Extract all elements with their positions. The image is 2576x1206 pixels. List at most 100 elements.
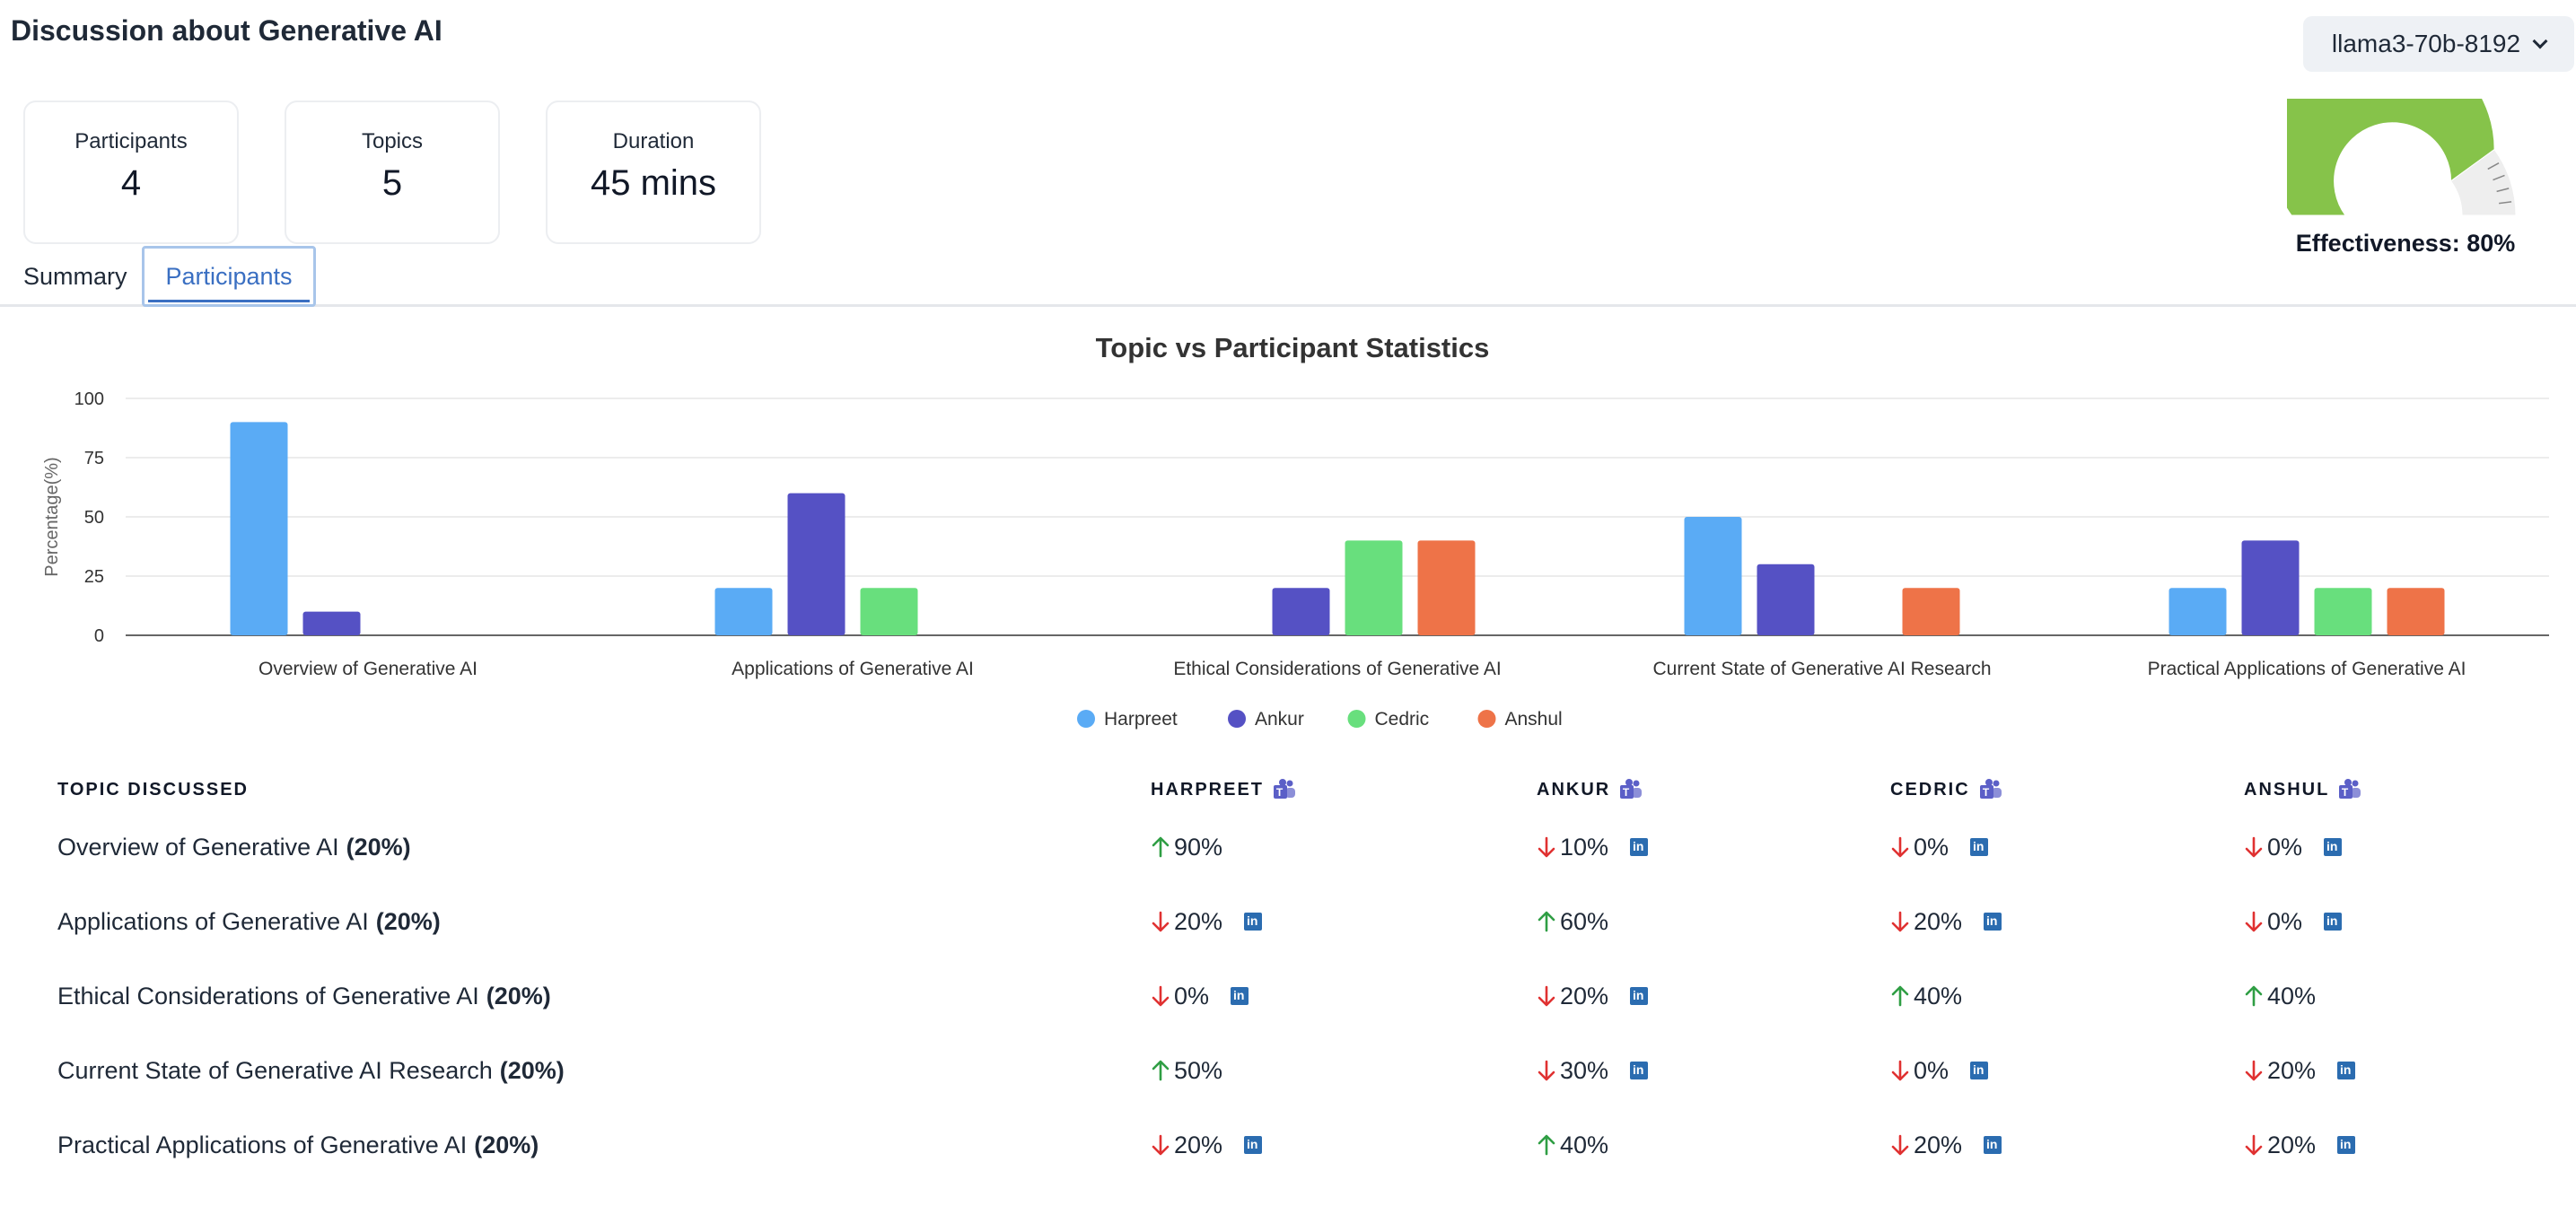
- column-header-harpreet: HARPREET T: [1151, 772, 1296, 808]
- legend-swatch: [1077, 710, 1095, 728]
- chevron-down-icon: [2532, 33, 2548, 49]
- column-header-cedric: CEDRIC T: [1890, 772, 2002, 808]
- arrow-down-icon: [2245, 911, 2263, 932]
- bar-harpreet[interactable]: [230, 422, 288, 635]
- score-cell: 20%: [1537, 969, 1649, 1023]
- teams-icon[interactable]: T: [2338, 779, 2361, 800]
- legend-item-harpreet[interactable]: Harpreet: [1077, 709, 1178, 730]
- score-cell: 0%: [2244, 820, 2343, 874]
- score-value: 20%: [1560, 982, 1609, 1009]
- gauge-tick: [2499, 201, 2512, 205]
- linkedin-icon[interactable]: [1244, 913, 1263, 931]
- score-value: 50%: [1174, 1056, 1223, 1084]
- y-tick-label: 100: [74, 389, 104, 409]
- bar-ankur[interactable]: [302, 611, 361, 635]
- column-header-label: HARPREET: [1151, 779, 1265, 800]
- tab-bar: Summary Participants: [0, 244, 2576, 307]
- teams-icon[interactable]: T: [1979, 779, 2002, 800]
- bar-cedric[interactable]: [2314, 588, 2372, 635]
- stat-label: Topics: [361, 129, 424, 153]
- bar-ankur[interactable]: [2241, 540, 2300, 635]
- topic-cell: Practical Applications of Generative AI(…: [57, 1118, 539, 1172]
- score-value: 40%: [1560, 1131, 1609, 1158]
- bar-anshul[interactable]: [1417, 540, 1476, 635]
- y-tick-label: 0: [94, 626, 104, 646]
- arrow-down-icon: [1538, 1060, 1555, 1081]
- linkedin-icon[interactable]: [2324, 913, 2343, 931]
- gauge-tick: [2487, 162, 2500, 170]
- score-cell: 20%: [2244, 1044, 2356, 1097]
- arrow-down-icon: [1538, 836, 1555, 858]
- gauge-tick: [2493, 174, 2505, 181]
- x-tick-label: Applications of Generative AI: [732, 659, 974, 679]
- bar-harpreet[interactable]: [1684, 517, 1742, 635]
- stat-card-duration: Duration 45 mins: [546, 100, 761, 244]
- bar-harpreet[interactable]: [714, 588, 773, 635]
- arrow-down-icon: [1152, 1134, 1170, 1156]
- arrow-down-icon: [1891, 911, 1909, 932]
- topic-weight: (20%): [486, 982, 551, 1009]
- x-tick-label: Overview of Generative AI: [258, 659, 478, 679]
- topic-name: Overview of Generative AI: [57, 833, 339, 861]
- score-cell: 0%: [1890, 1044, 1989, 1097]
- arrow-up-icon: [2245, 985, 2263, 1007]
- bar-cedric[interactable]: [860, 588, 918, 635]
- svg-text:T: T: [1623, 786, 1631, 799]
- score-cell: 20%: [1890, 895, 2002, 948]
- score-cell: 40%: [2244, 969, 2316, 1023]
- model-select[interactable]: llama3-70b-8192: [2303, 16, 2574, 72]
- model-select-value: llama3-70b-8192: [2331, 30, 2521, 57]
- linkedin-icon[interactable]: [1970, 1062, 1989, 1079]
- linkedin-icon[interactable]: [1984, 1136, 2002, 1154]
- score-cell: 60%: [1537, 895, 1608, 948]
- tab-summary[interactable]: Summary: [23, 262, 127, 290]
- linkedin-icon[interactable]: [2324, 838, 2343, 856]
- bar-harpreet[interactable]: [2169, 588, 2227, 635]
- y-tick-label: 25: [84, 567, 104, 587]
- stat-value: 45 mins: [590, 163, 717, 203]
- score-value: 90%: [1174, 833, 1223, 861]
- linkedin-icon[interactable]: [1984, 913, 2002, 931]
- linkedin-icon[interactable]: [1630, 838, 1649, 856]
- score-value: 10%: [1560, 833, 1609, 861]
- score-cell: 40%: [1537, 1118, 1608, 1172]
- topic-weight: (20%): [375, 907, 441, 935]
- legend-item-cedric[interactable]: Cedric: [1347, 709, 1430, 730]
- topic-weight: (20%): [346, 833, 411, 861]
- bar-ankur[interactable]: [1272, 588, 1330, 635]
- score-value: 0%: [2267, 833, 2303, 861]
- linkedin-icon[interactable]: [1244, 1136, 1263, 1154]
- linkedin-icon[interactable]: [2337, 1062, 2356, 1079]
- score-value: 0%: [1914, 1056, 1950, 1084]
- bar-anshul[interactable]: [1902, 588, 1960, 635]
- linkedin-icon[interactable]: [1630, 1062, 1649, 1079]
- linkedin-icon[interactable]: [1630, 987, 1649, 1005]
- score-value: 20%: [1914, 907, 1963, 935]
- teams-icon[interactable]: T: [1273, 779, 1296, 800]
- tab-participants[interactable]: Participants: [142, 246, 316, 307]
- stat-label: Duration: [612, 129, 695, 153]
- bar-cedric[interactable]: [1345, 540, 1403, 635]
- gauge-fill: [2287, 99, 2495, 216]
- column-header-ankur: ANKUR T: [1537, 772, 1643, 808]
- linkedin-icon[interactable]: [1231, 987, 1249, 1005]
- score-value: 30%: [1560, 1056, 1609, 1084]
- score-cell: 40%: [1890, 969, 1962, 1023]
- topic-weight: (20%): [474, 1131, 539, 1158]
- legend-item-ankur[interactable]: Ankur: [1228, 709, 1304, 730]
- score-cell: 0%: [1151, 969, 1249, 1023]
- bar-anshul[interactable]: [2387, 588, 2445, 635]
- score-cell: 20%: [1151, 895, 1263, 948]
- table-row: Applications of Generative AI(20%) 20% 60%…: [0, 895, 2576, 948]
- legend-item-anshul[interactable]: Anshul: [1477, 709, 1563, 730]
- teams-icon[interactable]: T: [1619, 779, 1643, 800]
- gauge-track: [2449, 148, 2517, 216]
- svg-text:T: T: [2342, 786, 2350, 799]
- bar-ankur[interactable]: [787, 493, 846, 635]
- arrow-down-icon: [1891, 1060, 1909, 1081]
- bar-ankur[interactable]: [1757, 564, 1815, 635]
- table-row: Practical Applications of Generative AI(…: [0, 1118, 2576, 1172]
- linkedin-icon[interactable]: [2337, 1136, 2356, 1154]
- arrow-down-icon: [1152, 911, 1170, 932]
- linkedin-icon[interactable]: [1970, 838, 1989, 856]
